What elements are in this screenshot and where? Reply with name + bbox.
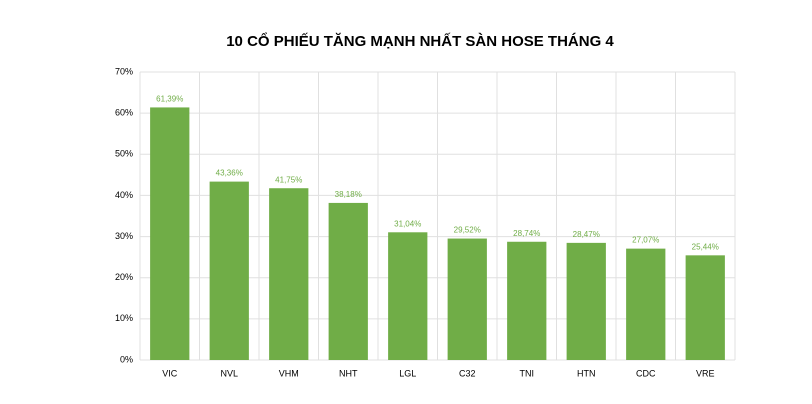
x-tick-label: VRE [696, 368, 715, 378]
bar [269, 188, 309, 360]
y-tick-label: 10% [115, 313, 133, 323]
bar [626, 248, 666, 360]
x-tick-label: C32 [459, 368, 476, 378]
x-tick-label: NHT [339, 368, 358, 378]
y-tick-label: 20% [115, 272, 133, 282]
y-tick-label: 40% [115, 190, 133, 200]
y-tick-label: 70% [115, 66, 133, 76]
y-tick-label: 60% [115, 108, 133, 118]
x-tick-label: NVL [220, 368, 238, 378]
data-label: 27,07% [632, 236, 659, 245]
data-label: 28,74% [513, 229, 540, 238]
bar [685, 255, 725, 360]
bar [566, 242, 606, 360]
x-tick-label: CDC [636, 368, 656, 378]
data-label: 38,18% [335, 190, 362, 199]
y-tick-label: 0% [120, 354, 133, 364]
data-label: 29,52% [454, 226, 481, 235]
data-label: 25,44% [692, 242, 719, 251]
chart-title: 10 CỔ PHIẾU TĂNG MẠNH NHẤT SÀN HOSE THÁN… [226, 32, 614, 50]
bar [209, 181, 249, 360]
x-tick-label: VIC [162, 368, 178, 378]
data-label: 41,75% [275, 175, 302, 184]
bar [150, 107, 190, 360]
data-label: 43,36% [216, 169, 243, 178]
bar [507, 241, 547, 360]
bar [328, 202, 368, 360]
bar [388, 232, 428, 360]
x-tick-label: HTN [577, 368, 596, 378]
y-tick-label: 50% [115, 149, 133, 159]
data-label: 61,39% [156, 95, 183, 104]
x-tick-label: LGL [399, 368, 416, 378]
x-tick-label: VHM [279, 368, 299, 378]
data-label: 28,47% [573, 230, 600, 239]
bar [447, 238, 487, 360]
y-tick-label: 30% [115, 231, 133, 241]
data-label: 31,04% [394, 219, 421, 228]
x-tick-label: TNI [520, 368, 535, 378]
